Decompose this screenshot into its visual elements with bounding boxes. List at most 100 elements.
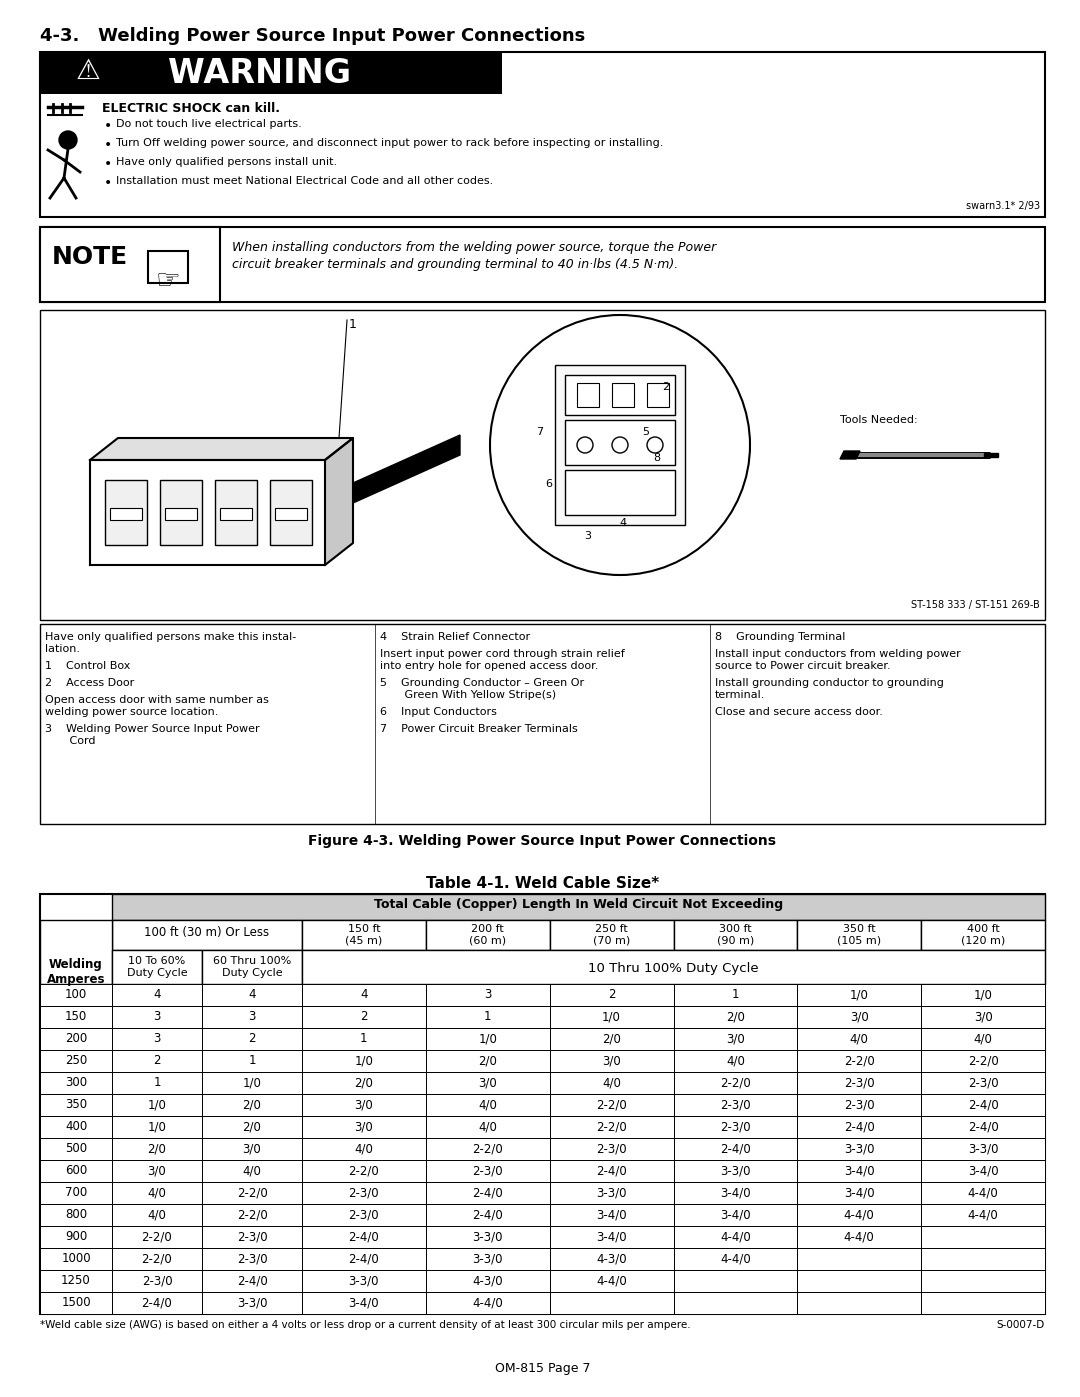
Bar [550, 1248, 674, 1270]
Bar [426, 1116, 550, 1139]
Bar [797, 921, 921, 950]
Text: 10 To 60%
Duty Cycle: 10 To 60% Duty Cycle [126, 956, 187, 978]
Text: 4-4/0: 4-4/0 [720, 1231, 751, 1243]
Circle shape [59, 131, 77, 149]
Bar [40, 1071, 112, 1094]
Bar [797, 1292, 921, 1315]
Bar [921, 1028, 1045, 1051]
Bar [302, 1182, 426, 1204]
Text: 400 ft
(120 m): 400 ft (120 m) [961, 923, 1005, 946]
Bar [797, 1227, 921, 1248]
Text: 2-3/0: 2-3/0 [141, 1274, 173, 1288]
Bar [797, 1094, 921, 1116]
Text: 2-3/0: 2-3/0 [349, 1186, 379, 1200]
Text: 3-3/0: 3-3/0 [473, 1253, 503, 1266]
Text: Insert input power cord through strain relief
into entry hole for opened access : Insert input power cord through strain r… [380, 650, 624, 672]
Text: 2-3/0: 2-3/0 [720, 1098, 751, 1112]
Bar [426, 1006, 550, 1028]
Text: 2-2/0: 2-2/0 [237, 1208, 268, 1221]
Text: 3-4/0: 3-4/0 [349, 1296, 379, 1309]
Bar [674, 1051, 797, 1071]
Text: 2-2/0: 2-2/0 [237, 1186, 268, 1200]
Text: 4    Strain Relief Connector: 4 Strain Relief Connector [380, 631, 530, 643]
Text: 3: 3 [248, 1010, 256, 1024]
Polygon shape [90, 439, 353, 460]
Text: ⚠: ⚠ [76, 57, 100, 85]
Bar [647, 383, 669, 407]
Text: 2/0: 2/0 [243, 1098, 261, 1112]
Text: S-0007-D: S-0007-D [997, 1320, 1045, 1330]
Bar [40, 1028, 112, 1051]
Text: 6: 6 [545, 479, 552, 489]
Bar [202, 950, 302, 983]
Bar [674, 921, 797, 950]
Bar [40, 1006, 112, 1028]
Text: 600: 600 [65, 1165, 87, 1178]
Bar [797, 1182, 921, 1204]
Text: 1/0: 1/0 [243, 1077, 261, 1090]
Bar [426, 1270, 550, 1292]
Text: ST-158 333 / ST-151 269-B: ST-158 333 / ST-151 269-B [912, 599, 1040, 610]
Text: 1: 1 [349, 319, 356, 331]
Bar [40, 1182, 112, 1204]
Bar [921, 1006, 1045, 1028]
Bar [302, 983, 426, 1006]
Bar [797, 1116, 921, 1139]
Text: 4-4/0: 4-4/0 [720, 1253, 751, 1266]
Bar [797, 1028, 921, 1051]
Text: 150: 150 [65, 1010, 87, 1024]
Text: 3/0: 3/0 [478, 1077, 497, 1090]
Text: 3-3/0: 3-3/0 [237, 1296, 267, 1309]
Bar [550, 1270, 674, 1292]
Text: 3    Welding Power Source Input Power
       Cord: 3 Welding Power Source Input Power Cord [45, 724, 259, 746]
Bar [565, 469, 675, 515]
Text: 2: 2 [360, 1010, 367, 1024]
Text: 100: 100 [65, 989, 87, 1002]
Bar [550, 1160, 674, 1182]
Bar [215, 481, 257, 545]
Text: WARNING: WARNING [168, 57, 352, 89]
Text: *Weld cable size (AWG) is based on either a 4 volts or less drop or a current de: *Weld cable size (AWG) is based on eithe… [40, 1320, 690, 1330]
Text: Close and secure access door.: Close and secure access door. [715, 707, 882, 717]
Text: 2-4/0: 2-4/0 [472, 1186, 503, 1200]
Text: 2-3/0: 2-3/0 [968, 1077, 998, 1090]
Text: 2-4/0: 2-4/0 [596, 1165, 627, 1178]
Text: •: • [104, 119, 112, 133]
Text: 4/0: 4/0 [726, 1055, 745, 1067]
Bar [426, 1160, 550, 1182]
Bar [40, 1160, 112, 1182]
Text: 2-2/0: 2-2/0 [349, 1165, 379, 1178]
Bar [40, 1227, 112, 1248]
Text: 300: 300 [65, 1077, 87, 1090]
Text: 4: 4 [360, 989, 367, 1002]
Bar [921, 1160, 1045, 1182]
Bar [674, 1204, 797, 1227]
Text: 3: 3 [153, 1032, 161, 1045]
Bar [674, 1160, 797, 1182]
Bar [110, 509, 141, 520]
Text: 4/0: 4/0 [148, 1208, 166, 1221]
Bar [674, 1227, 797, 1248]
Bar [674, 983, 797, 1006]
Bar [674, 1292, 797, 1315]
Bar [674, 1248, 797, 1270]
Bar [674, 1116, 797, 1139]
Text: OM-815 Page 7: OM-815 Page 7 [495, 1362, 591, 1375]
Bar [275, 509, 307, 520]
Bar [674, 1270, 797, 1292]
Bar [426, 921, 550, 950]
Bar [302, 950, 1045, 983]
Text: 900: 900 [65, 1231, 87, 1243]
Text: 3-3/0: 3-3/0 [843, 1143, 875, 1155]
Bar [112, 1051, 202, 1071]
Text: 700: 700 [65, 1186, 87, 1200]
Text: •: • [104, 176, 112, 190]
Bar [921, 1071, 1045, 1094]
Bar [426, 983, 550, 1006]
Text: NOTE: NOTE [52, 244, 129, 270]
Bar [40, 1094, 112, 1116]
Text: 2-4/0: 2-4/0 [349, 1231, 379, 1243]
Text: 4: 4 [619, 518, 626, 528]
Text: 2: 2 [608, 989, 616, 1002]
Text: 4/0: 4/0 [974, 1032, 993, 1045]
